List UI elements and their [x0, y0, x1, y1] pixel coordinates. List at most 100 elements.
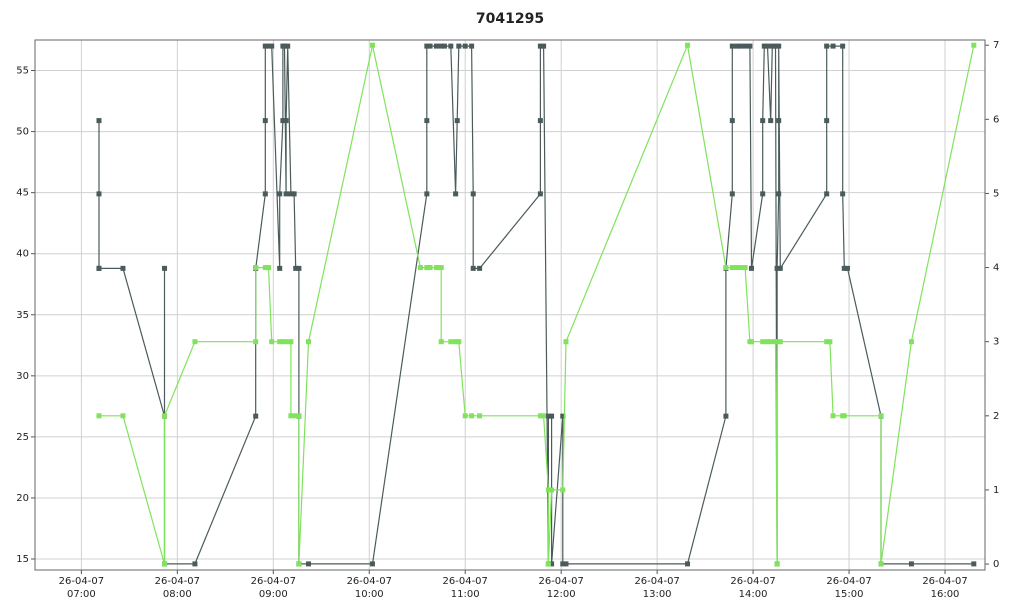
data-point: [748, 339, 754, 345]
y-tick-label: 40: [16, 249, 29, 260]
data-point: [277, 265, 283, 271]
data-point: [772, 43, 778, 49]
data-point: [549, 413, 555, 419]
series-line: [98, 45, 974, 565]
data-point: [824, 43, 830, 49]
data-point: [971, 42, 977, 48]
data-point: [285, 43, 291, 49]
y-tick-label: 20: [16, 493, 29, 504]
data-point: [737, 43, 743, 49]
data-point: [723, 265, 729, 271]
data-point: [760, 339, 766, 345]
data-point: [844, 265, 850, 271]
data-point: [685, 561, 691, 567]
x-tick-label: 26-04-07: [347, 576, 392, 587]
data-point: [253, 265, 259, 271]
data-point: [776, 118, 782, 124]
data-point: [747, 43, 753, 49]
x-tick-label: 26-04-07: [155, 576, 200, 587]
x-tick-label: 07:00: [67, 589, 96, 600]
data-point: [269, 43, 275, 49]
data-point: [908, 561, 914, 567]
data-point: [824, 339, 830, 345]
data-point: [192, 339, 198, 345]
data-point: [776, 43, 782, 49]
data-point: [448, 339, 454, 345]
data-point: [96, 265, 102, 271]
x-tick-label: 13:00: [643, 589, 672, 600]
data-point: [729, 191, 735, 197]
x-tick-label: 26-04-07: [730, 576, 775, 587]
data-point: [438, 265, 444, 271]
data-point: [288, 413, 294, 419]
data-point: [262, 43, 268, 49]
data-point: [729, 43, 735, 49]
data-point: [162, 265, 168, 271]
data-point: [454, 118, 460, 124]
data-point: [537, 118, 543, 124]
x-tick-label: 12:00: [547, 589, 576, 600]
data-point: [761, 43, 767, 49]
data-point: [477, 265, 483, 271]
data-point: [469, 43, 475, 49]
data-point: [277, 191, 283, 197]
data-point: [824, 118, 830, 124]
data-point: [742, 265, 748, 271]
data-point: [96, 191, 102, 197]
data-point: [424, 191, 430, 197]
x-tick-label: 14:00: [739, 589, 768, 600]
grid: [31, 40, 989, 574]
data-point: [734, 265, 740, 271]
data-point: [438, 339, 444, 345]
data-point: [417, 265, 423, 271]
data-point: [369, 561, 375, 567]
data-point: [537, 413, 543, 419]
data-point: [291, 191, 297, 197]
data-point: [424, 118, 430, 124]
data-point: [742, 43, 748, 49]
data-point: [262, 118, 268, 124]
x-tick-label: 15:00: [835, 589, 864, 600]
y-tick-label: 45: [16, 188, 29, 199]
y-tick-label: 35: [16, 310, 29, 321]
data-point: [266, 43, 272, 49]
y2-tick-label: 4: [993, 263, 999, 274]
data-point: [456, 43, 462, 49]
y-tick-label: 15: [16, 554, 29, 565]
y2-tick-label: 7: [993, 40, 999, 51]
data-point: [971, 561, 977, 567]
data-point: [296, 561, 302, 567]
x-tick-label: 26-04-07: [922, 576, 967, 587]
data-point: [262, 191, 268, 197]
y2-tick-label: 1: [993, 485, 999, 496]
data-point: [453, 191, 459, 197]
data-point: [283, 339, 289, 345]
data-point: [764, 339, 770, 345]
data-point: [760, 118, 766, 124]
data-point: [560, 561, 566, 567]
x-tick-label: 26-04-07: [443, 576, 488, 587]
data-point: [774, 339, 780, 345]
data-point: [262, 265, 268, 271]
data-point: [433, 265, 439, 271]
data-point: [563, 339, 569, 345]
data-point: [120, 265, 126, 271]
data-point: [280, 339, 286, 345]
data-point: [774, 561, 780, 567]
data-point: [477, 413, 483, 419]
data-point: [685, 42, 691, 48]
y-tick-label: 50: [16, 127, 29, 138]
data-point: [545, 561, 551, 567]
plot-frame: [34, 39, 986, 571]
x-tick-label: 10:00: [355, 589, 384, 600]
y-tick-label: 55: [16, 66, 29, 77]
y2-tick-label: 6: [993, 114, 999, 125]
data-point: [288, 339, 294, 345]
data-point: [281, 43, 287, 49]
data-point: [537, 191, 543, 197]
data-point: [448, 43, 454, 49]
data-point: [545, 487, 551, 493]
data-point: [462, 43, 468, 49]
x-tick-label: 26-04-07: [634, 576, 679, 587]
